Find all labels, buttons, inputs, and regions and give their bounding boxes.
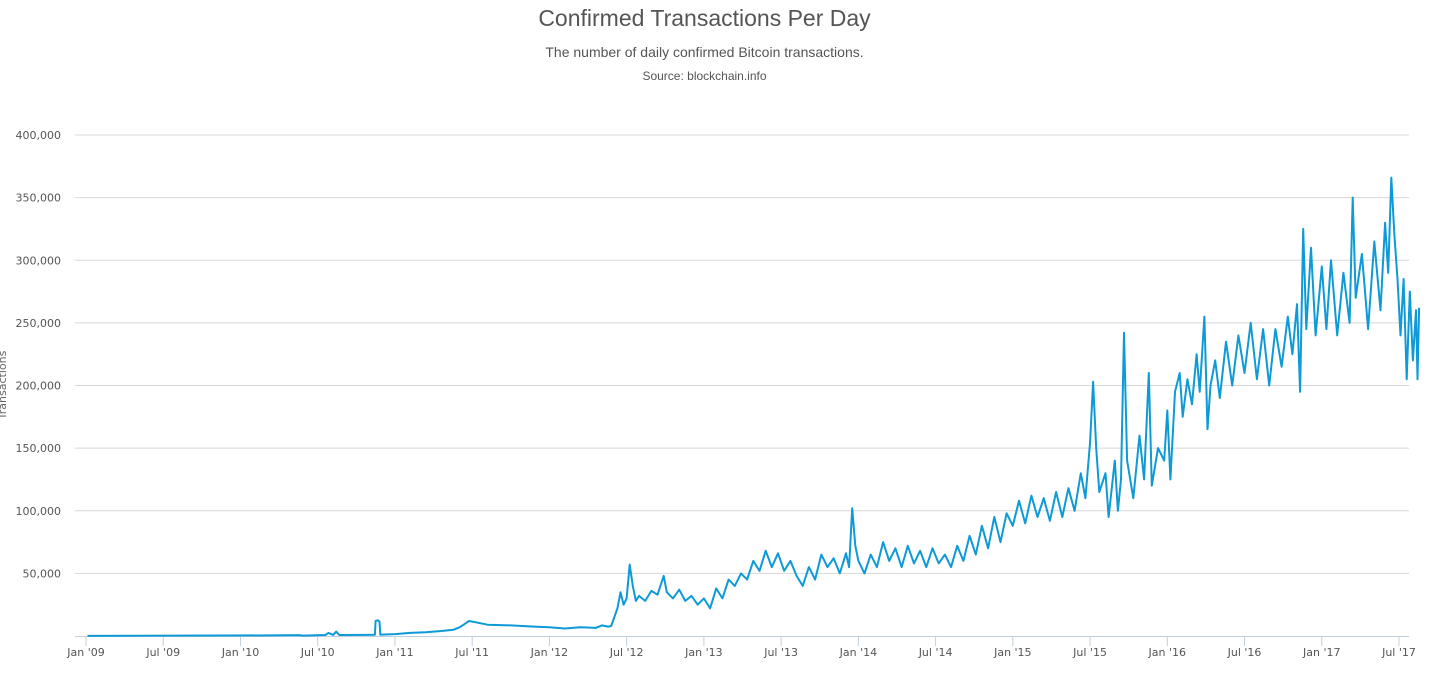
chart-subtitle: The number of daily confirmed Bitcoin tr… (545, 44, 864, 60)
y-axis-ticks: 50,000 100,000 150,000 200,000 250,000 300,00… (16, 129, 62, 580)
x-tick-label: Jul '16 (1227, 646, 1262, 659)
y-tick-label: 100,000 (16, 505, 62, 518)
x-tick-label: Jan '13 (684, 646, 722, 659)
y-tick-label: 300,000 (16, 254, 62, 267)
x-tick-label: Jul '13 (763, 646, 798, 659)
x-tick-label: Jan '11 (375, 646, 413, 659)
chart-source: Source: blockchain.info (642, 69, 767, 83)
y-tick-label: 200,000 (16, 380, 62, 393)
x-axis: Jan '09 Jul '09 Jan '10 Jul '10 Jan '11 Jul '… (66, 636, 1416, 659)
x-tick-label: Jul '12 (609, 646, 644, 659)
x-tick-label: Jan '10 (221, 646, 259, 659)
x-tick-label: Jul '11 (454, 646, 489, 659)
y-tick-label: 150,000 (16, 442, 62, 455)
x-tick-label: Jan '12 (530, 646, 568, 659)
y-tick-label: 250,000 (16, 317, 62, 330)
series-line (87, 176, 1421, 637)
x-tick-label: Jul '17 (1381, 646, 1416, 659)
grid-lines (75, 134, 1409, 574)
x-tick-label: Jan '09 (66, 646, 104, 659)
y-tick-label: 400,000 (16, 129, 62, 142)
y-tick-label: 350,000 (16, 192, 62, 205)
x-tick-label: Jul '09 (145, 646, 180, 659)
series-group (87, 176, 1421, 637)
y-tick-label: 50,000 (23, 567, 62, 580)
x-tick-label: Jul '15 (1072, 646, 1107, 659)
x-tick-label: Jan '17 (1302, 646, 1340, 659)
x-tick-label: Jul '14 (918, 646, 953, 659)
x-tick-label: Jul '10 (300, 646, 335, 659)
x-tick-label: Jan '16 (1148, 646, 1186, 659)
x-tick-label: Jan '15 (993, 646, 1031, 659)
y-axis-label: Transactions (0, 350, 9, 420)
x-tick-label: Jan '14 (839, 646, 877, 659)
chart-title: Confirmed Transactions Per Day (538, 5, 871, 31)
